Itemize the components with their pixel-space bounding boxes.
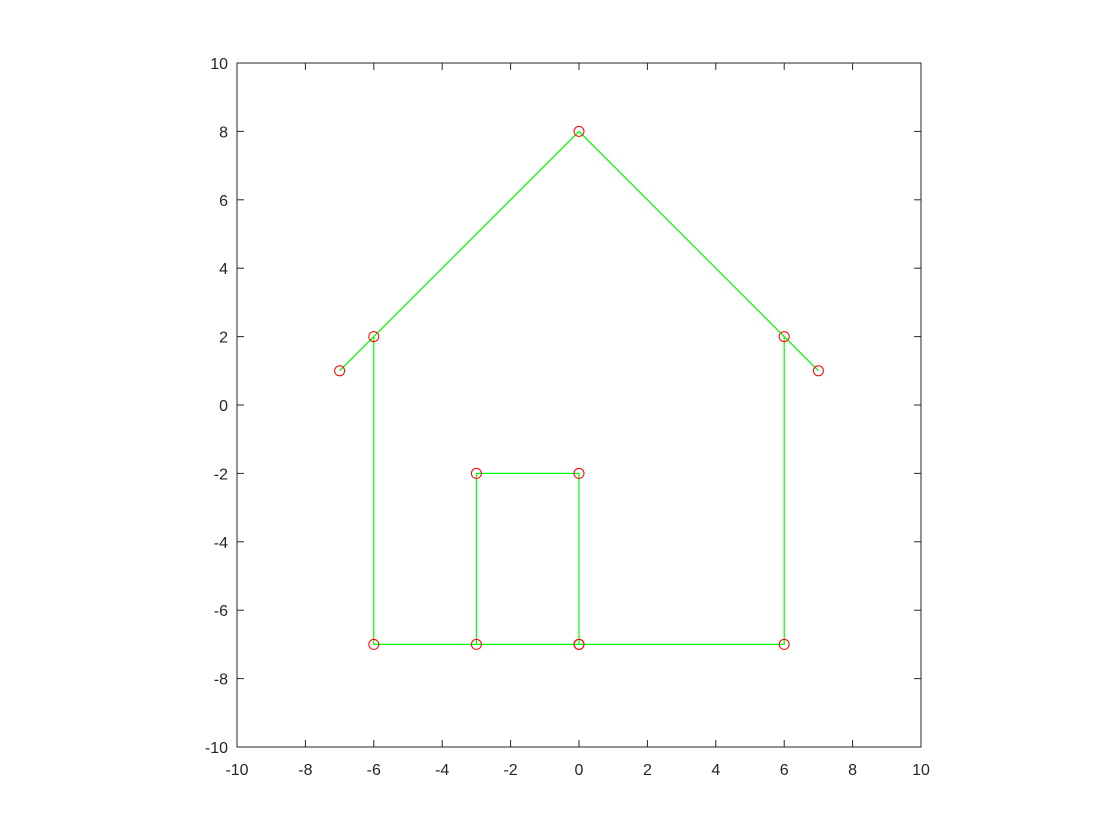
y-tick-label: 0	[219, 398, 228, 415]
data-point	[573, 638, 585, 650]
series-line	[339, 130, 819, 646]
x-tick-label: 2	[643, 762, 652, 779]
y-tick-label: -8	[214, 672, 228, 689]
y-tick-label: -10	[205, 740, 228, 757]
y-tick-label: 4	[219, 261, 228, 278]
series-markers	[334, 125, 824, 650]
data-point	[812, 365, 824, 377]
x-tick-label: 4	[711, 762, 720, 779]
y-tick-label: 10	[210, 56, 228, 73]
data-point	[573, 125, 585, 137]
x-tick-label: 0	[575, 762, 584, 779]
x-tick-label: 6	[780, 762, 789, 779]
y-tick-label: -4	[214, 535, 228, 552]
data-point	[368, 331, 380, 343]
data-point	[334, 365, 346, 377]
data-point	[573, 467, 585, 479]
y-tick-label: 8	[219, 124, 228, 141]
data-point	[368, 638, 380, 650]
x-tick-label: -6	[367, 762, 381, 779]
series-lines	[339, 130, 819, 646]
y-tick-label: 2	[219, 330, 228, 347]
x-tick-label: -2	[503, 762, 517, 779]
x-tick-label: 8	[848, 762, 857, 779]
data-point	[778, 331, 790, 343]
x-tick-label: -8	[298, 762, 312, 779]
x-tick-label: 10	[912, 762, 930, 779]
data-point	[470, 467, 482, 479]
y-tick-label: -6	[214, 603, 228, 620]
data-point	[778, 638, 790, 650]
x-tick-label: -10	[225, 762, 248, 779]
y-tick-label: 6	[219, 193, 228, 210]
ticks: -10 -8 -6 -4 -2 0 2 4 6 8 10 -10 -8 -6 -4 -2 0 2 4 6 8 10	[205, 56, 930, 779]
data-point	[470, 638, 482, 650]
y-tick-label: -2	[214, 466, 228, 483]
x-tick-label: -4	[435, 762, 449, 779]
